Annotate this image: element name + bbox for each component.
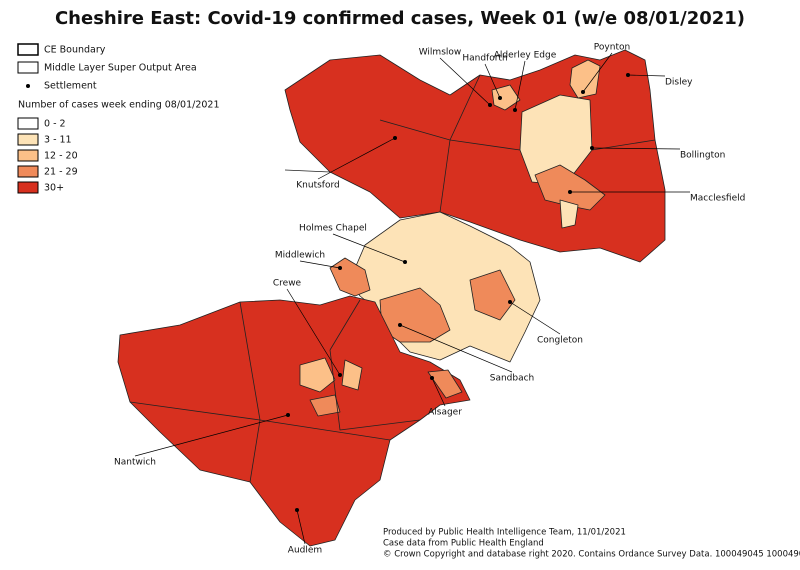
- map: [117, 49, 666, 547]
- settlement-label: Audlem: [288, 546, 322, 556]
- settlement-label: Poynton: [594, 43, 630, 53]
- area-boundary: [129, 74, 656, 483]
- legend-swatch: [17, 165, 39, 178]
- settlement-dot: [508, 300, 512, 304]
- leader-line: [484, 63, 501, 99]
- settlement-dot: [590, 146, 594, 150]
- leader-line: [582, 52, 613, 93]
- settlement-label: Nantwich: [114, 458, 156, 468]
- legend-swatch: [17, 149, 39, 162]
- legend-swatch: [17, 117, 39, 130]
- area: [309, 394, 341, 417]
- leader-line: [299, 260, 341, 269]
- legend-heading: Number of cases week ending 08/01/2021: [18, 100, 220, 111]
- legend-swatch: [17, 181, 39, 194]
- settlement-dot: [568, 190, 572, 194]
- settlement-dot: [626, 73, 630, 77]
- leader-line: [627, 74, 666, 77]
- legend: CE Boundary Middle Layer Super Output Ar…: [17, 43, 220, 194]
- leader-line: [317, 137, 396, 180]
- legend-swatch: [26, 84, 30, 88]
- legend-label: 21 - 29: [44, 167, 78, 178]
- settlement-dot: [286, 413, 290, 417]
- legend-swatch: [17, 43, 39, 56]
- area: [427, 369, 463, 399]
- area: [559, 199, 579, 229]
- legend-label: 12 - 20: [44, 151, 78, 162]
- area: [519, 94, 593, 186]
- legend-label: CE Boundary: [44, 45, 106, 56]
- settlement-label: Crewe: [273, 279, 302, 289]
- settlement-dot: [338, 373, 342, 377]
- legend-label: 30+: [44, 183, 64, 194]
- settlement-label: Wilmslow: [419, 48, 462, 58]
- settlement-label: Macclesfield: [690, 194, 745, 204]
- settlement-label: Sandbach: [490, 374, 535, 384]
- legend-label: 0 - 2: [44, 119, 66, 130]
- settlement-dot: [488, 103, 492, 107]
- credits: Produced by Public Health Intelligence T…: [383, 528, 800, 560]
- settlement-dot: [498, 96, 502, 100]
- leader-line: [399, 324, 513, 373]
- leader-line: [439, 57, 491, 106]
- legend-label: 3 - 11: [44, 135, 72, 146]
- legend-label: Settlement: [44, 81, 97, 92]
- area: [469, 269, 516, 321]
- leader-line: [286, 288, 341, 376]
- area: [117, 295, 471, 547]
- credit-line: Case data from Public Health England: [383, 539, 544, 549]
- settlement-dot: [295, 508, 299, 512]
- leader-line: [332, 233, 406, 263]
- settlement-label: Congleton: [537, 336, 583, 346]
- settlement-label: Handforth: [462, 54, 507, 64]
- credit-line: Produced by Public Health Intelligence T…: [383, 528, 626, 538]
- map-title: Cheshire East: Covid-19 confirmed cases,…: [55, 8, 745, 29]
- settlement-label: Middlewich: [275, 251, 325, 261]
- leader-line: [591, 147, 681, 150]
- leader-line: [514, 60, 526, 111]
- settlement-dot: [430, 376, 434, 380]
- leader-line: [134, 414, 289, 457]
- settlement-label: Alderley Edge: [494, 51, 557, 61]
- settlement-dot: [393, 136, 397, 140]
- legend-label: Middle Layer Super Output Area: [44, 63, 197, 74]
- settlement-label: Alsager: [428, 408, 462, 418]
- settlement-label: Bollington: [680, 151, 725, 161]
- settlement-dot: [581, 90, 585, 94]
- area: [569, 59, 601, 99]
- area: [534, 164, 606, 211]
- area: [341, 359, 363, 391]
- area: [491, 84, 521, 111]
- settlement-dot: [398, 323, 402, 327]
- settlement-label: Holmes Chapel: [299, 224, 367, 234]
- area: [299, 357, 336, 393]
- settlement-dot: [513, 108, 517, 112]
- legend-swatch: [17, 61, 39, 74]
- leader-line: [431, 377, 446, 407]
- leader-line: [509, 301, 561, 335]
- credit-line: © Crown Copyright and database right 202…: [383, 550, 800, 560]
- settlement-dot: [338, 266, 342, 270]
- settlement-label: Knutsford: [296, 181, 339, 191]
- settlement-dot: [403, 260, 407, 264]
- leader-line: [296, 509, 306, 545]
- legend-swatch: [17, 133, 39, 146]
- settlement-label: Disley: [665, 78, 693, 88]
